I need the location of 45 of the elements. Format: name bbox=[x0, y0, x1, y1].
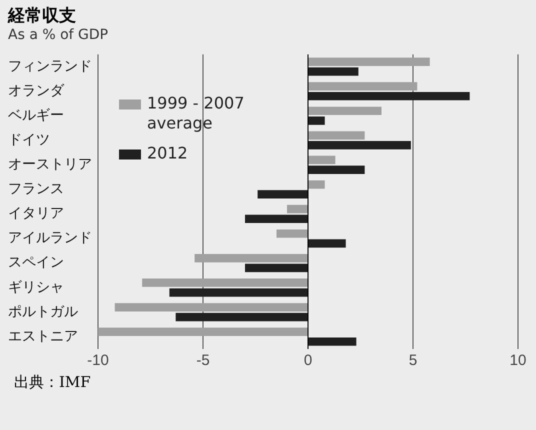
bar bbox=[308, 92, 470, 100]
bar bbox=[308, 156, 336, 164]
y-tick-label: フランス bbox=[8, 181, 64, 198]
bar bbox=[308, 67, 358, 76]
y-tick-label: ドイツ bbox=[8, 132, 50, 148]
source-note: 出典：IMF bbox=[13, 373, 92, 392]
bar bbox=[308, 180, 325, 189]
bar bbox=[194, 254, 308, 262]
bar bbox=[169, 288, 308, 297]
x-tick-label: 5 bbox=[408, 352, 418, 370]
y-tick-label: ポルトガル bbox=[8, 304, 78, 320]
y-tick-label: オランダ bbox=[8, 82, 65, 99]
bar bbox=[308, 58, 430, 66]
x-tick-label: -5 bbox=[196, 352, 210, 370]
x-tick-label: 0 bbox=[304, 352, 312, 370]
chart-title: 経常収支 bbox=[6, 5, 77, 27]
y-tick-label: アイルランド bbox=[8, 230, 92, 246]
bar bbox=[176, 312, 308, 322]
bar bbox=[308, 166, 365, 174]
y-tick-label: ギリシャ bbox=[8, 279, 64, 296]
y-tick-label: ベルギー bbox=[8, 107, 64, 124]
y-tick-label: イタリア bbox=[8, 206, 64, 222]
legend-label: 2012 bbox=[147, 144, 188, 163]
bar bbox=[308, 106, 382, 116]
bar bbox=[308, 239, 346, 248]
bar bbox=[308, 141, 411, 150]
bar bbox=[98, 328, 308, 336]
bar bbox=[308, 82, 418, 90]
bar bbox=[308, 116, 325, 125]
y-tick-label: スペイン bbox=[8, 254, 64, 271]
bar bbox=[287, 204, 308, 214]
y-tick-label: フィンランド bbox=[8, 58, 92, 74]
bar bbox=[308, 337, 356, 346]
x-tick-label: -10 bbox=[87, 352, 109, 370]
bar bbox=[245, 214, 308, 224]
bar bbox=[258, 190, 308, 199]
bar bbox=[245, 264, 308, 272]
bar bbox=[142, 278, 308, 287]
x-tick-label: 10 bbox=[510, 352, 526, 370]
y-tick-label: エストニア bbox=[8, 328, 78, 344]
bar bbox=[114, 303, 308, 312]
chart-subtitle: As a % of GDP bbox=[7, 27, 110, 43]
bar bbox=[308, 131, 365, 140]
y-tick-label: オーストリア bbox=[8, 156, 92, 173]
bar bbox=[276, 229, 308, 238]
